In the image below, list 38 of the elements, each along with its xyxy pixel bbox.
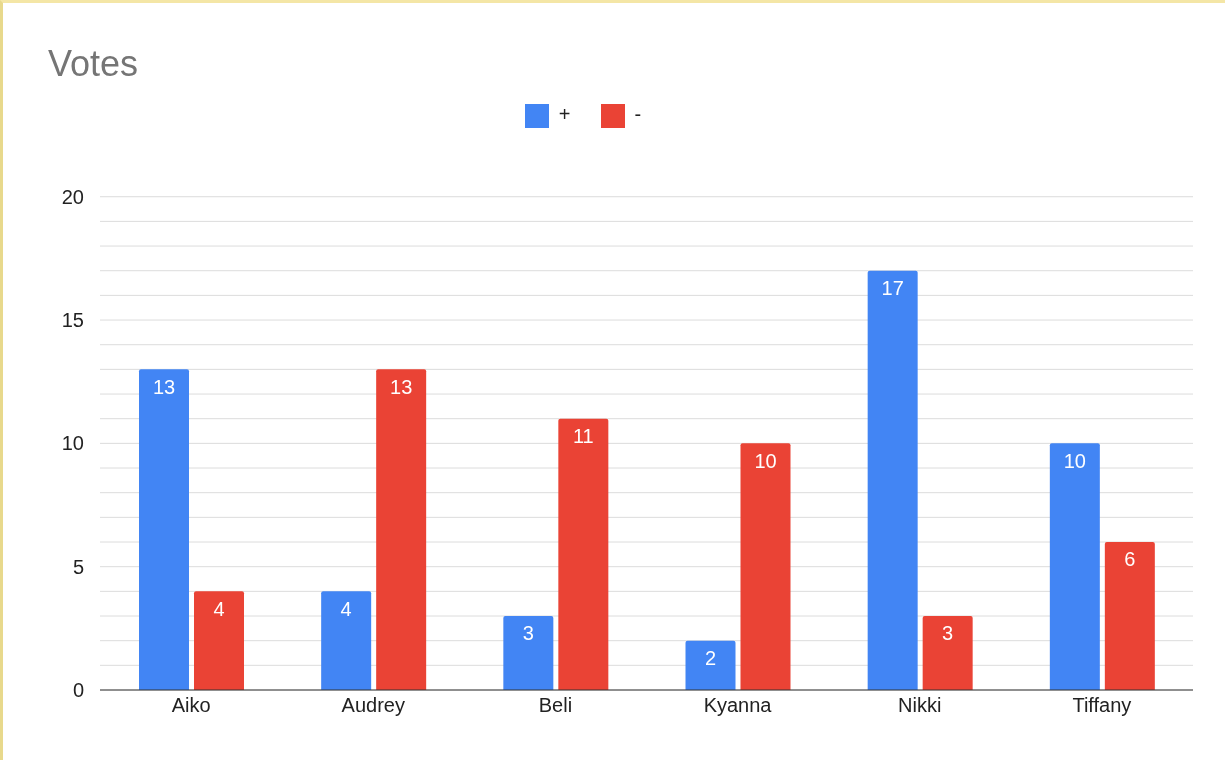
data-label: 10 (754, 449, 777, 472)
data-label: 11 (572, 424, 594, 447)
bar (503, 616, 554, 690)
bar (1104, 542, 1155, 690)
y-tick-label: 0 (72, 679, 84, 702)
legend-label: - (634, 103, 642, 125)
legend-label: + (558, 103, 571, 125)
data-label: 3 (942, 622, 954, 645)
data-label: 6 (1124, 548, 1136, 571)
x-tick-label: Nikki (898, 694, 942, 717)
bar (321, 591, 372, 690)
bar (685, 640, 736, 690)
y-tick-label: 5 (72, 555, 84, 578)
data-label: 2 (704, 646, 717, 669)
x-tick-label: Audrey (341, 694, 405, 717)
bar (867, 270, 918, 690)
bar (376, 369, 427, 690)
x-tick-label: Tiffany (1072, 694, 1132, 717)
y-tick-label: 20 (61, 185, 84, 208)
data-label: 13 (390, 375, 413, 398)
chart-title: Votes (48, 43, 139, 85)
bar (1049, 443, 1100, 690)
bar (139, 369, 189, 690)
y-tick-label: 15 (61, 309, 84, 332)
x-tick-label: Beli (538, 694, 573, 717)
data-label: 17 (881, 276, 904, 299)
data-label: 13 (152, 375, 176, 398)
data-label: 4 (340, 597, 352, 620)
bar (558, 418, 609, 690)
bar (194, 591, 244, 690)
x-tick-label: Aiko (171, 694, 211, 717)
data-label: 10 (1063, 449, 1086, 472)
bar (922, 616, 973, 690)
y-tick-label: 10 (61, 432, 84, 455)
x-tick-label: Kyanna (703, 694, 773, 717)
data-label: 3 (522, 622, 534, 645)
data-label: 4 (213, 597, 225, 620)
bar (740, 443, 791, 690)
